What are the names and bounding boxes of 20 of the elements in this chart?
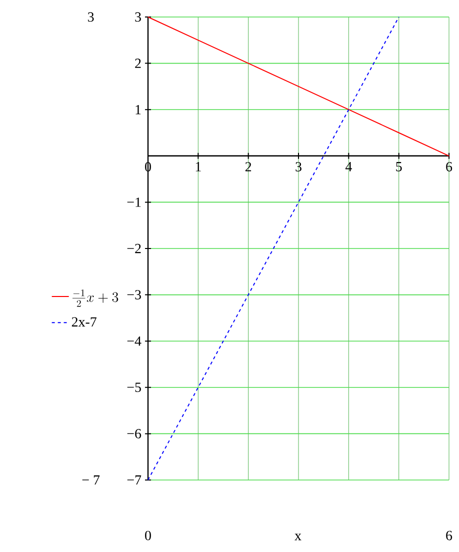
legend-label: $\frac{-1}{2}x+3$ bbox=[72, 289, 118, 307]
x-tick-label: 3 bbox=[296, 162, 302, 172]
y-tick-label: −2 bbox=[127, 244, 141, 254]
y-tick-label: −6 bbox=[127, 429, 142, 438]
y-tick-label: 1 bbox=[136, 104, 141, 114]
y-tick-label: 3 bbox=[135, 12, 141, 22]
text: 6 bbox=[446, 530, 452, 540]
text: 3 bbox=[88, 12, 94, 22]
y-tick-label: −5 bbox=[127, 382, 141, 392]
legend-label: 2x-7 bbox=[72, 317, 96, 326]
line-series bbox=[148, 16, 450, 156]
x-axis-title: x bbox=[294, 534, 302, 540]
text: 0 bbox=[145, 530, 151, 540]
y-tick-label: −3 bbox=[127, 290, 141, 300]
y-tick-label: 2 bbox=[135, 58, 141, 68]
text: − 7 bbox=[82, 475, 100, 485]
y-tick-label: −1 bbox=[127, 198, 141, 207]
y-tick-label: −4 bbox=[127, 336, 142, 346]
y-tick-label: −7 bbox=[127, 475, 142, 485]
x-tick-label: 6 bbox=[446, 162, 452, 172]
